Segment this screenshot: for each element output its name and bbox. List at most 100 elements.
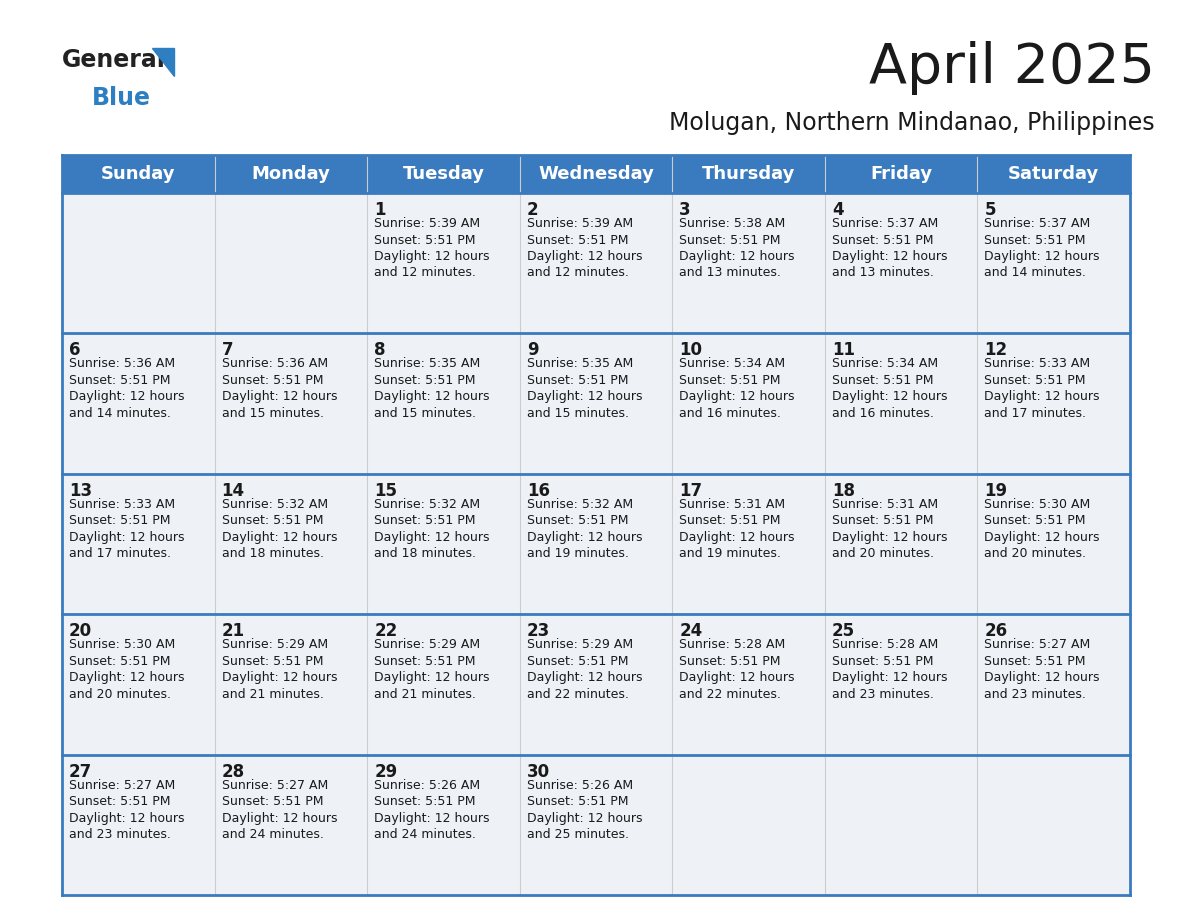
Bar	[824, 614, 978, 755]
Bar	[672, 755, 824, 895]
Text: Sunrise: 5:39 AM: Sunrise: 5:39 AM	[526, 217, 633, 230]
Bar	[824, 755, 978, 895]
Text: and 18 minutes.: and 18 minutes.	[374, 547, 476, 560]
Text: and 14 minutes.: and 14 minutes.	[985, 266, 1086, 279]
Text: Sunrise: 5:29 AM: Sunrise: 5:29 AM	[374, 638, 480, 651]
Text: 17: 17	[680, 482, 702, 499]
Bar	[824, 333, 978, 474]
Text: Monday: Monday	[252, 165, 330, 183]
Text: 2: 2	[526, 201, 538, 219]
Text: Sunrise: 5:33 AM: Sunrise: 5:33 AM	[985, 357, 1091, 370]
Text: Sunrise: 5:30 AM: Sunrise: 5:30 AM	[985, 498, 1091, 510]
Bar	[672, 474, 824, 614]
Text: 16: 16	[526, 482, 550, 499]
Bar	[978, 474, 1130, 614]
Text: General: General	[62, 48, 166, 72]
Text: Sunset: 5:51 PM: Sunset: 5:51 PM	[680, 514, 781, 527]
Text: Sunset: 5:51 PM: Sunset: 5:51 PM	[680, 655, 781, 667]
Text: Daylight: 12 hours: Daylight: 12 hours	[985, 531, 1100, 543]
Text: and 22 minutes.: and 22 minutes.	[680, 688, 782, 700]
Text: and 20 minutes.: and 20 minutes.	[985, 547, 1087, 560]
Text: Sunset: 5:51 PM: Sunset: 5:51 PM	[222, 795, 323, 808]
Text: Daylight: 12 hours: Daylight: 12 hours	[374, 812, 489, 824]
Text: 5: 5	[985, 201, 996, 219]
Bar	[672, 614, 824, 755]
Text: Sunset: 5:51 PM: Sunset: 5:51 PM	[680, 374, 781, 386]
Text: Sunset: 5:51 PM: Sunset: 5:51 PM	[69, 655, 171, 667]
Text: Sunrise: 5:31 AM: Sunrise: 5:31 AM	[832, 498, 939, 510]
Bar	[978, 614, 1130, 755]
Text: Sunset: 5:51 PM: Sunset: 5:51 PM	[374, 514, 475, 527]
Text: Daylight: 12 hours: Daylight: 12 hours	[680, 671, 795, 684]
Text: Sunset: 5:51 PM: Sunset: 5:51 PM	[985, 374, 1086, 386]
Text: 12: 12	[985, 341, 1007, 360]
Polygon shape	[152, 48, 173, 76]
Text: Daylight: 12 hours: Daylight: 12 hours	[985, 671, 1100, 684]
Text: Sunset: 5:51 PM: Sunset: 5:51 PM	[374, 795, 475, 808]
Text: 8: 8	[374, 341, 386, 360]
Text: 26: 26	[985, 622, 1007, 640]
Text: 3: 3	[680, 201, 691, 219]
Bar	[978, 333, 1130, 474]
Text: 7: 7	[222, 341, 233, 360]
Bar	[367, 193, 519, 333]
Text: and 18 minutes.: and 18 minutes.	[222, 547, 323, 560]
Text: 27: 27	[69, 763, 93, 780]
Bar	[215, 474, 367, 614]
Text: Daylight: 12 hours: Daylight: 12 hours	[832, 671, 947, 684]
Text: Sunset: 5:51 PM: Sunset: 5:51 PM	[985, 655, 1086, 667]
Text: Sunset: 5:51 PM: Sunset: 5:51 PM	[985, 233, 1086, 247]
Text: 28: 28	[222, 763, 245, 780]
Bar	[519, 614, 672, 755]
Text: Sunrise: 5:36 AM: Sunrise: 5:36 AM	[69, 357, 175, 370]
Text: Daylight: 12 hours: Daylight: 12 hours	[526, 671, 643, 684]
Text: Sunset: 5:51 PM: Sunset: 5:51 PM	[526, 514, 628, 527]
Bar	[62, 474, 215, 614]
Text: Sunrise: 5:37 AM: Sunrise: 5:37 AM	[832, 217, 939, 230]
Bar	[215, 755, 367, 895]
Text: and 20 minutes.: and 20 minutes.	[832, 547, 934, 560]
Text: Sunrise: 5:36 AM: Sunrise: 5:36 AM	[222, 357, 328, 370]
Text: and 13 minutes.: and 13 minutes.	[832, 266, 934, 279]
Text: Sunset: 5:51 PM: Sunset: 5:51 PM	[69, 795, 171, 808]
Text: Daylight: 12 hours: Daylight: 12 hours	[374, 531, 489, 543]
Text: Sunrise: 5:26 AM: Sunrise: 5:26 AM	[526, 778, 633, 791]
Bar	[978, 755, 1130, 895]
Text: Tuesday: Tuesday	[403, 165, 485, 183]
Text: Daylight: 12 hours: Daylight: 12 hours	[680, 390, 795, 403]
Text: and 15 minutes.: and 15 minutes.	[526, 407, 628, 420]
Text: Sunrise: 5:30 AM: Sunrise: 5:30 AM	[69, 638, 176, 651]
Text: Daylight: 12 hours: Daylight: 12 hours	[374, 671, 489, 684]
Text: Daylight: 12 hours: Daylight: 12 hours	[69, 671, 184, 684]
Text: Sunrise: 5:38 AM: Sunrise: 5:38 AM	[680, 217, 785, 230]
Text: Sunrise: 5:35 AM: Sunrise: 5:35 AM	[526, 357, 633, 370]
Text: and 21 minutes.: and 21 minutes.	[222, 688, 323, 700]
Text: and 12 minutes.: and 12 minutes.	[526, 266, 628, 279]
Text: Molugan, Northern Mindanao, Philippines: Molugan, Northern Mindanao, Philippines	[669, 111, 1155, 135]
Text: Wednesday: Wednesday	[538, 165, 653, 183]
Text: and 24 minutes.: and 24 minutes.	[222, 828, 323, 841]
Text: 15: 15	[374, 482, 397, 499]
Text: Sunrise: 5:32 AM: Sunrise: 5:32 AM	[222, 498, 328, 510]
Text: Sunset: 5:51 PM: Sunset: 5:51 PM	[222, 514, 323, 527]
Text: 1: 1	[374, 201, 386, 219]
Text: Sunset: 5:51 PM: Sunset: 5:51 PM	[832, 655, 934, 667]
Bar	[367, 614, 519, 755]
Text: Sunrise: 5:26 AM: Sunrise: 5:26 AM	[374, 778, 480, 791]
Text: Daylight: 12 hours: Daylight: 12 hours	[832, 531, 947, 543]
Text: Daylight: 12 hours: Daylight: 12 hours	[374, 250, 489, 263]
Text: 19: 19	[985, 482, 1007, 499]
Text: Sunset: 5:51 PM: Sunset: 5:51 PM	[526, 655, 628, 667]
Text: Sunset: 5:51 PM: Sunset: 5:51 PM	[222, 655, 323, 667]
Bar	[367, 333, 519, 474]
Bar	[215, 614, 367, 755]
Text: and 14 minutes.: and 14 minutes.	[69, 407, 171, 420]
Text: and 17 minutes.: and 17 minutes.	[69, 547, 171, 560]
Text: Daylight: 12 hours: Daylight: 12 hours	[985, 390, 1100, 403]
Text: Sunrise: 5:28 AM: Sunrise: 5:28 AM	[832, 638, 939, 651]
Bar	[672, 333, 824, 474]
Bar	[519, 755, 672, 895]
Text: Daylight: 12 hours: Daylight: 12 hours	[526, 250, 643, 263]
Text: Friday: Friday	[870, 165, 933, 183]
Text: and 23 minutes.: and 23 minutes.	[832, 688, 934, 700]
